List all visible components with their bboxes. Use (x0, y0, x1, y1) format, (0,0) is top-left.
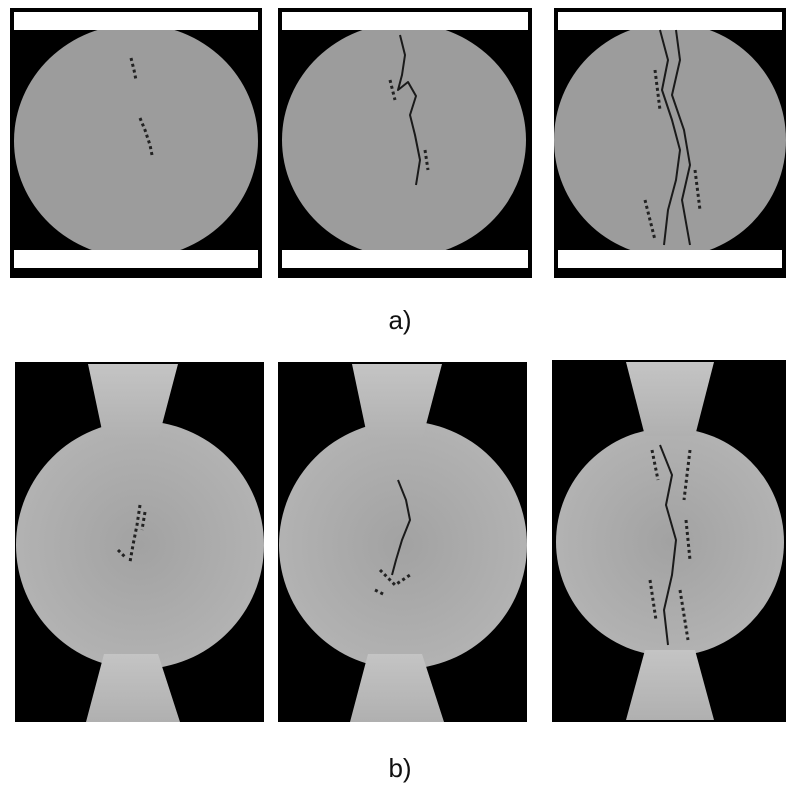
page: a) b) (0, 0, 792, 787)
panel-b2 (278, 362, 527, 722)
panel-b1 (15, 362, 264, 722)
figure: a) b) (0, 0, 792, 787)
panel-label: b) (388, 753, 411, 783)
panel-a2 (278, 8, 532, 278)
panel-a3 (554, 8, 786, 278)
panel-a1 (10, 8, 262, 278)
panel-label: a) (388, 305, 411, 335)
panel-b3 (552, 360, 786, 722)
